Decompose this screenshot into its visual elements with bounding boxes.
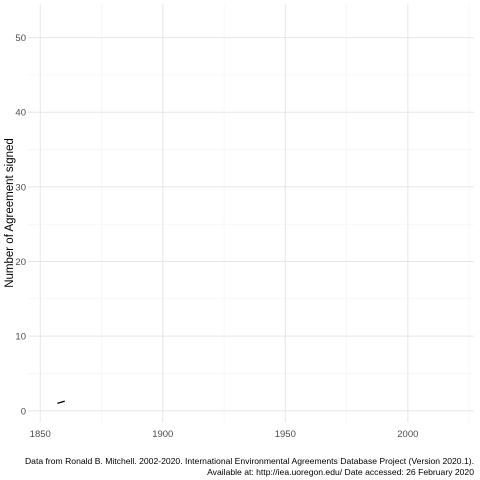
y-axis-title: Number of Agreement signed — [4, 138, 16, 288]
major-gridlines — [28, 4, 474, 422]
data-source-caption: Data from Ronald B. Mitchell. 2002-2020.… — [25, 456, 474, 477]
y-tick-label: 30 — [15, 182, 26, 193]
x-axis-ticks: 1850 1900 1950 2000 — [30, 429, 419, 440]
x-tick-label: 1900 — [152, 429, 173, 440]
x-tick-label: 2000 — [397, 429, 418, 440]
y-axis-ticks: 0 10 20 30 40 50 — [15, 33, 26, 417]
series-line — [57, 400, 65, 404]
x-tick-label: 1950 — [275, 429, 296, 440]
y-tick-label: 50 — [15, 33, 26, 44]
x-tick-label: 1850 — [30, 429, 51, 440]
y-tick-label: 40 — [15, 108, 26, 119]
caption-line-1: Data from Ronald B. Mitchell. 2002-2020.… — [24, 456, 474, 466]
series-layer — [57, 400, 65, 404]
y-tick-label: 20 — [15, 257, 26, 268]
caption-line-2: Available at: http://iea.uoregon.edu/ Da… — [207, 466, 474, 477]
minor-gridlines — [28, 4, 474, 422]
y-tick-label: 0 — [21, 406, 26, 417]
y-tick-label: 10 — [15, 332, 26, 343]
